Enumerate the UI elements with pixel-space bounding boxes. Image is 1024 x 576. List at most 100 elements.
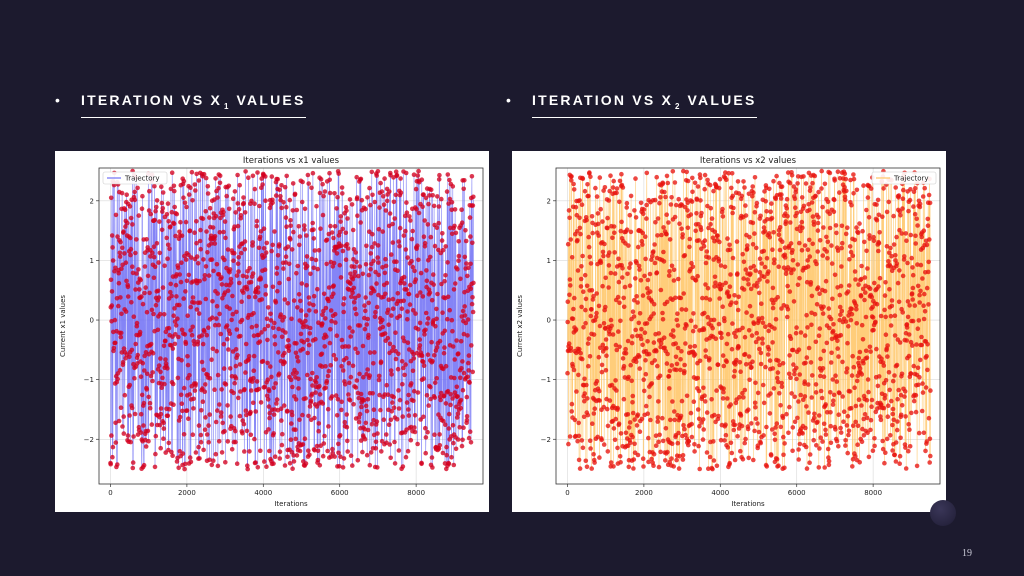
data-point	[926, 192, 932, 198]
data-point	[195, 339, 201, 344]
data-point	[771, 178, 776, 184]
data-point	[118, 334, 124, 340]
data-point	[316, 421, 322, 426]
data-point	[372, 199, 378, 205]
data-point	[228, 366, 233, 371]
data-point	[633, 176, 638, 181]
data-point	[723, 432, 729, 438]
data-point	[629, 378, 634, 384]
data-point	[886, 250, 892, 255]
data-point	[842, 171, 848, 177]
data-point	[843, 231, 849, 237]
data-point	[178, 279, 184, 285]
data-point	[882, 460, 887, 466]
data-point	[814, 261, 819, 267]
data-point	[187, 372, 192, 378]
data-point	[376, 373, 382, 379]
data-point	[772, 431, 777, 437]
data-point	[763, 364, 768, 370]
data-point	[318, 177, 324, 182]
data-point	[207, 205, 213, 211]
data-point	[885, 403, 891, 408]
data-point	[904, 238, 909, 243]
data-point	[757, 270, 763, 275]
data-point	[624, 227, 630, 232]
data-point	[762, 274, 767, 280]
data-point	[913, 409, 919, 415]
data-point	[876, 284, 881, 289]
data-point	[297, 242, 302, 248]
data-point	[790, 247, 795, 253]
data-point	[809, 200, 815, 205]
data-point	[216, 185, 221, 191]
data-point	[906, 332, 912, 337]
data-point	[271, 461, 276, 466]
data-point	[198, 439, 204, 445]
data-point	[925, 342, 930, 347]
data-point	[906, 422, 911, 427]
data-point	[212, 234, 218, 239]
data-point	[791, 362, 796, 367]
data-point	[344, 208, 349, 213]
data-point	[921, 303, 926, 308]
data-point	[872, 443, 877, 449]
data-point	[115, 234, 120, 239]
data-point	[222, 428, 227, 434]
data-point	[828, 440, 834, 446]
data-point	[777, 391, 782, 396]
data-point	[306, 413, 311, 419]
data-point	[613, 378, 618, 383]
data-point	[809, 395, 814, 400]
data-point	[293, 350, 299, 356]
data-point	[140, 301, 146, 307]
data-point	[378, 359, 384, 364]
data-point	[407, 282, 413, 288]
data-point	[339, 407, 344, 413]
data-point	[235, 172, 240, 178]
data-point	[632, 208, 637, 213]
data-point	[329, 318, 334, 324]
data-point	[893, 185, 898, 190]
data-point	[874, 301, 880, 307]
data-point	[190, 198, 195, 203]
data-point	[792, 394, 797, 400]
data-point	[804, 312, 809, 318]
data-point	[334, 206, 339, 211]
data-point	[340, 248, 346, 254]
data-point	[429, 339, 434, 345]
data-point	[469, 343, 474, 348]
data-point	[847, 389, 853, 394]
legend-label: Trajectory	[124, 175, 160, 183]
data-point	[354, 174, 360, 180]
data-point	[183, 219, 189, 225]
data-point	[269, 174, 275, 179]
data-point	[279, 205, 284, 211]
data-point	[389, 313, 394, 318]
data-point	[257, 234, 263, 240]
data-point	[710, 466, 715, 472]
data-point	[617, 178, 623, 184]
data-point	[196, 178, 202, 183]
data-point	[910, 265, 915, 270]
data-point	[698, 198, 703, 203]
data-point	[768, 391, 773, 396]
data-point	[893, 440, 899, 445]
data-point	[776, 232, 782, 238]
data-point	[220, 296, 225, 301]
data-point	[783, 219, 789, 224]
data-point	[418, 290, 423, 295]
data-point	[445, 260, 450, 265]
data-point	[194, 219, 199, 224]
data-point	[567, 292, 572, 298]
data-point	[327, 170, 332, 176]
data-point	[846, 324, 851, 329]
data-point	[846, 432, 851, 438]
data-point	[873, 319, 878, 325]
data-point	[431, 282, 437, 287]
data-point	[292, 191, 298, 197]
data-point	[906, 448, 911, 454]
data-point	[838, 430, 844, 435]
data-point	[379, 189, 385, 194]
data-point	[625, 271, 630, 277]
data-point	[837, 190, 842, 195]
